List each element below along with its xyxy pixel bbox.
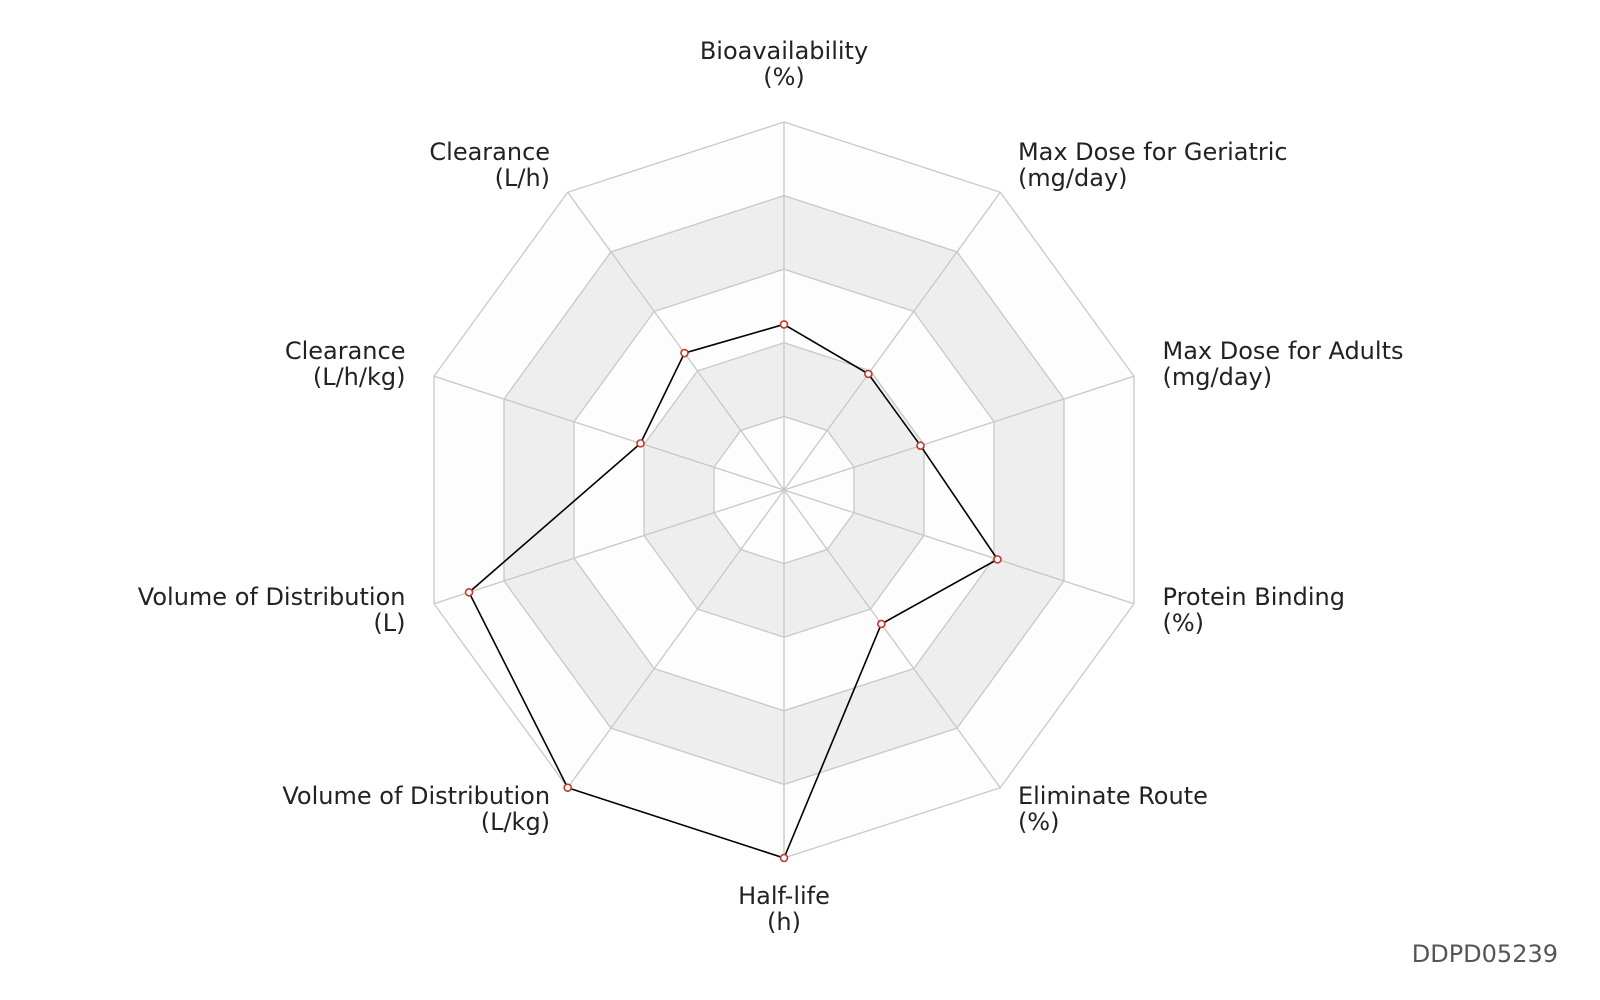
axis-unit: (%) [1018, 808, 1060, 836]
spoke [783, 191, 1001, 491]
spoke [783, 489, 1135, 605]
axis-label: Bioavailability [700, 37, 868, 65]
data-layer [464, 320, 1002, 863]
axis-unit: (L/h) [495, 164, 550, 192]
axis-label: Max Dose for Geriatric [1018, 138, 1288, 166]
axis-label: Protein Binding [1163, 583, 1345, 611]
axis-label: Half-life [738, 882, 830, 910]
axis-label: Max Dose for Adults [1163, 337, 1404, 365]
data-point [993, 555, 1002, 564]
axis-label: Volume of Distribution [282, 782, 550, 810]
axis-labels: Bioavailability(%)Max Dose for Geriatric… [138, 37, 1404, 936]
footnote: DDPD05239 [1412, 940, 1558, 968]
data-point [464, 588, 474, 597]
data-point [877, 619, 886, 629]
axis-unit: (%) [763, 63, 805, 91]
data-point [636, 439, 645, 448]
axis-unit: (mg/day) [1163, 363, 1273, 391]
data-point [779, 320, 789, 329]
data-point [864, 369, 873, 379]
spoke [567, 489, 785, 789]
data-point [680, 348, 689, 358]
axis-unit: (%) [1163, 609, 1205, 637]
axis-unit: (L) [373, 609, 405, 637]
data-point [563, 783, 572, 793]
axis-unit: (mg/day) [1018, 164, 1128, 192]
axis-label: Eliminate Route [1018, 782, 1208, 810]
axis-unit: (L/h/kg) [313, 363, 406, 391]
data-point [916, 441, 925, 450]
axis-unit: (h) [767, 908, 801, 936]
spoke [783, 375, 1135, 491]
spoke [433, 489, 785, 605]
axis-label: Clearance [285, 337, 406, 365]
axis-label: Clearance [429, 138, 550, 166]
axis-unit: (L/kg) [481, 808, 550, 836]
axis-label: Volume of Distribution [138, 583, 406, 611]
data-point [779, 853, 789, 863]
spoke [783, 489, 1001, 789]
spoke [567, 191, 785, 491]
spoke [433, 375, 785, 491]
